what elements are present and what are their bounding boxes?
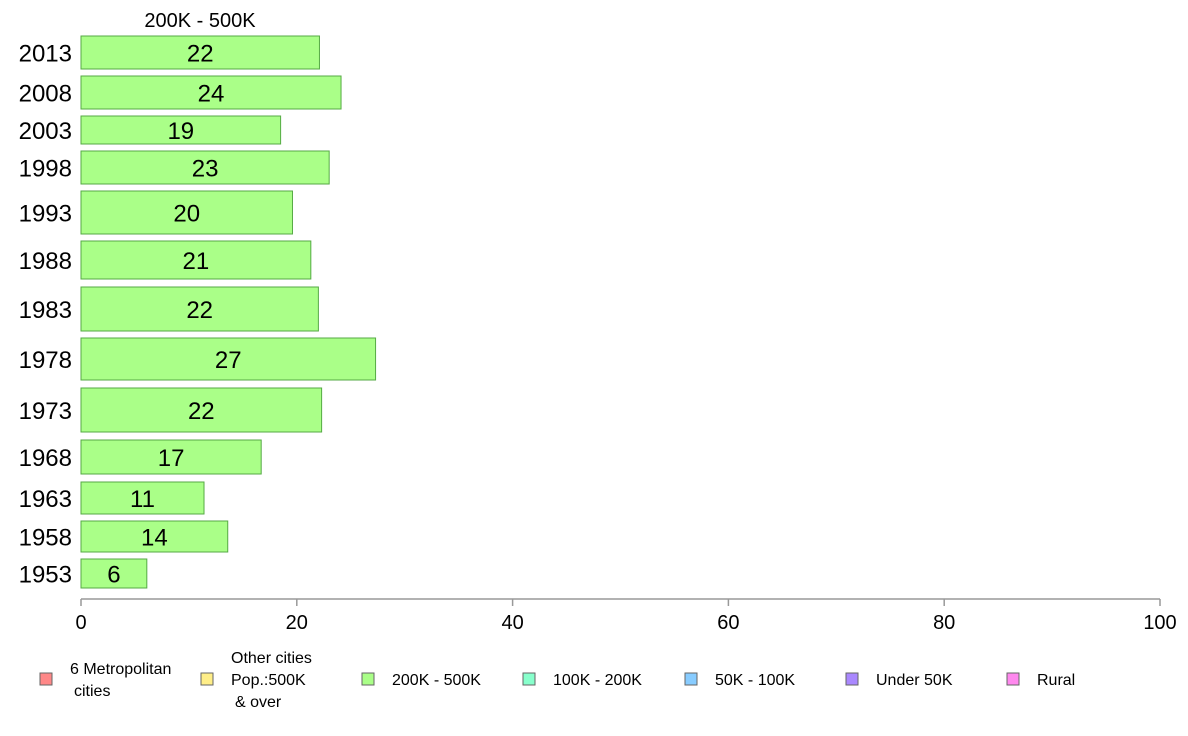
legend-swatch-0 (39, 672, 53, 686)
category-label-1963: 1963 (19, 486, 72, 513)
legend: 6 Metropolitan cities Other cities Pop.:500… (39, 650, 1075, 711)
bar-1973 (80, 387, 323, 433)
category-label-2003: 2003 (19, 118, 72, 145)
legend-label-3: 100K - 200K (553, 672, 642, 689)
x-tick-label-0: 0 (75, 612, 86, 634)
legend-label-0: 6 Metropolitan cities (70, 661, 171, 700)
panel-title: 200K - 500K (144, 10, 256, 32)
bar-1958 (80, 520, 229, 553)
data-label-1983: 22 (186, 297, 213, 324)
bar-1983 (80, 286, 319, 332)
category-label-1953: 1953 (19, 562, 72, 589)
category-label-1958: 1958 (19, 525, 72, 552)
legend-label-2: 200K - 500K (392, 672, 481, 689)
data-label-1953: 6 (107, 562, 120, 589)
data-label-1968: 17 (158, 445, 185, 472)
data-label-2008: 24 (198, 81, 225, 108)
x-tick-label-40: 40 (501, 612, 523, 634)
data-label-1978: 27 (215, 347, 242, 374)
legend-label-1: Other cities Pop.:500K & over (231, 650, 312, 711)
x-tick-label-60: 60 (717, 612, 739, 634)
x-tick-label-20: 20 (286, 612, 308, 634)
legend-label-6: Rural (1037, 672, 1075, 689)
category-label-1983: 1983 (19, 297, 72, 324)
bar-2003 (80, 115, 282, 145)
bar-1993 (80, 190, 293, 235)
bar-2008 (80, 75, 342, 110)
data-label-1988: 21 (183, 248, 210, 275)
legend-swatch-2 (361, 672, 375, 686)
legend-swatch-5 (845, 672, 859, 686)
legend-label-5: Under 50K (876, 672, 953, 689)
category-label-2013: 2013 (19, 41, 72, 68)
data-label-1963: 11 (130, 486, 155, 513)
bars-layer: 22 2013 24 2008 19 2003 23 1998 20 1993 21 1988 22 19… (19, 35, 377, 589)
bar-2013 (80, 35, 320, 70)
data-label-2013: 22 (187, 41, 214, 68)
bar-1963 (80, 481, 205, 515)
data-label-1958: 14 (141, 525, 168, 552)
legend-label-4: 50K - 100K (715, 672, 795, 689)
category-label-1978: 1978 (19, 347, 72, 374)
data-label-2003: 19 (167, 118, 194, 145)
category-label-1998: 1998 (19, 156, 72, 183)
category-label-1993: 1993 (19, 201, 72, 228)
data-label-1998: 23 (192, 156, 219, 183)
legend-swatch-6 (1006, 672, 1020, 686)
x-tick-label-80: 80 (933, 612, 955, 634)
bar-1988 (80, 240, 312, 280)
legend-swatch-3 (522, 672, 536, 686)
bar-1978 (80, 337, 377, 381)
bar-1953 (80, 558, 148, 589)
data-label-1993: 20 (173, 201, 200, 228)
x-tick-label-100: 100 (1143, 612, 1176, 634)
legend-swatch-4 (684, 672, 698, 686)
category-label-1973: 1973 (19, 398, 72, 425)
legend-swatch-1 (200, 672, 214, 686)
category-label-1988: 1988 (19, 248, 72, 275)
bar-1968 (80, 439, 262, 475)
category-label-1968: 1968 (19, 445, 72, 472)
bar-1998 (80, 150, 330, 185)
data-label-1973: 22 (188, 398, 215, 425)
category-label-2008: 2008 (19, 81, 72, 108)
x-axis: 0 20 40 60 80 100 (75, 598, 1177, 634)
